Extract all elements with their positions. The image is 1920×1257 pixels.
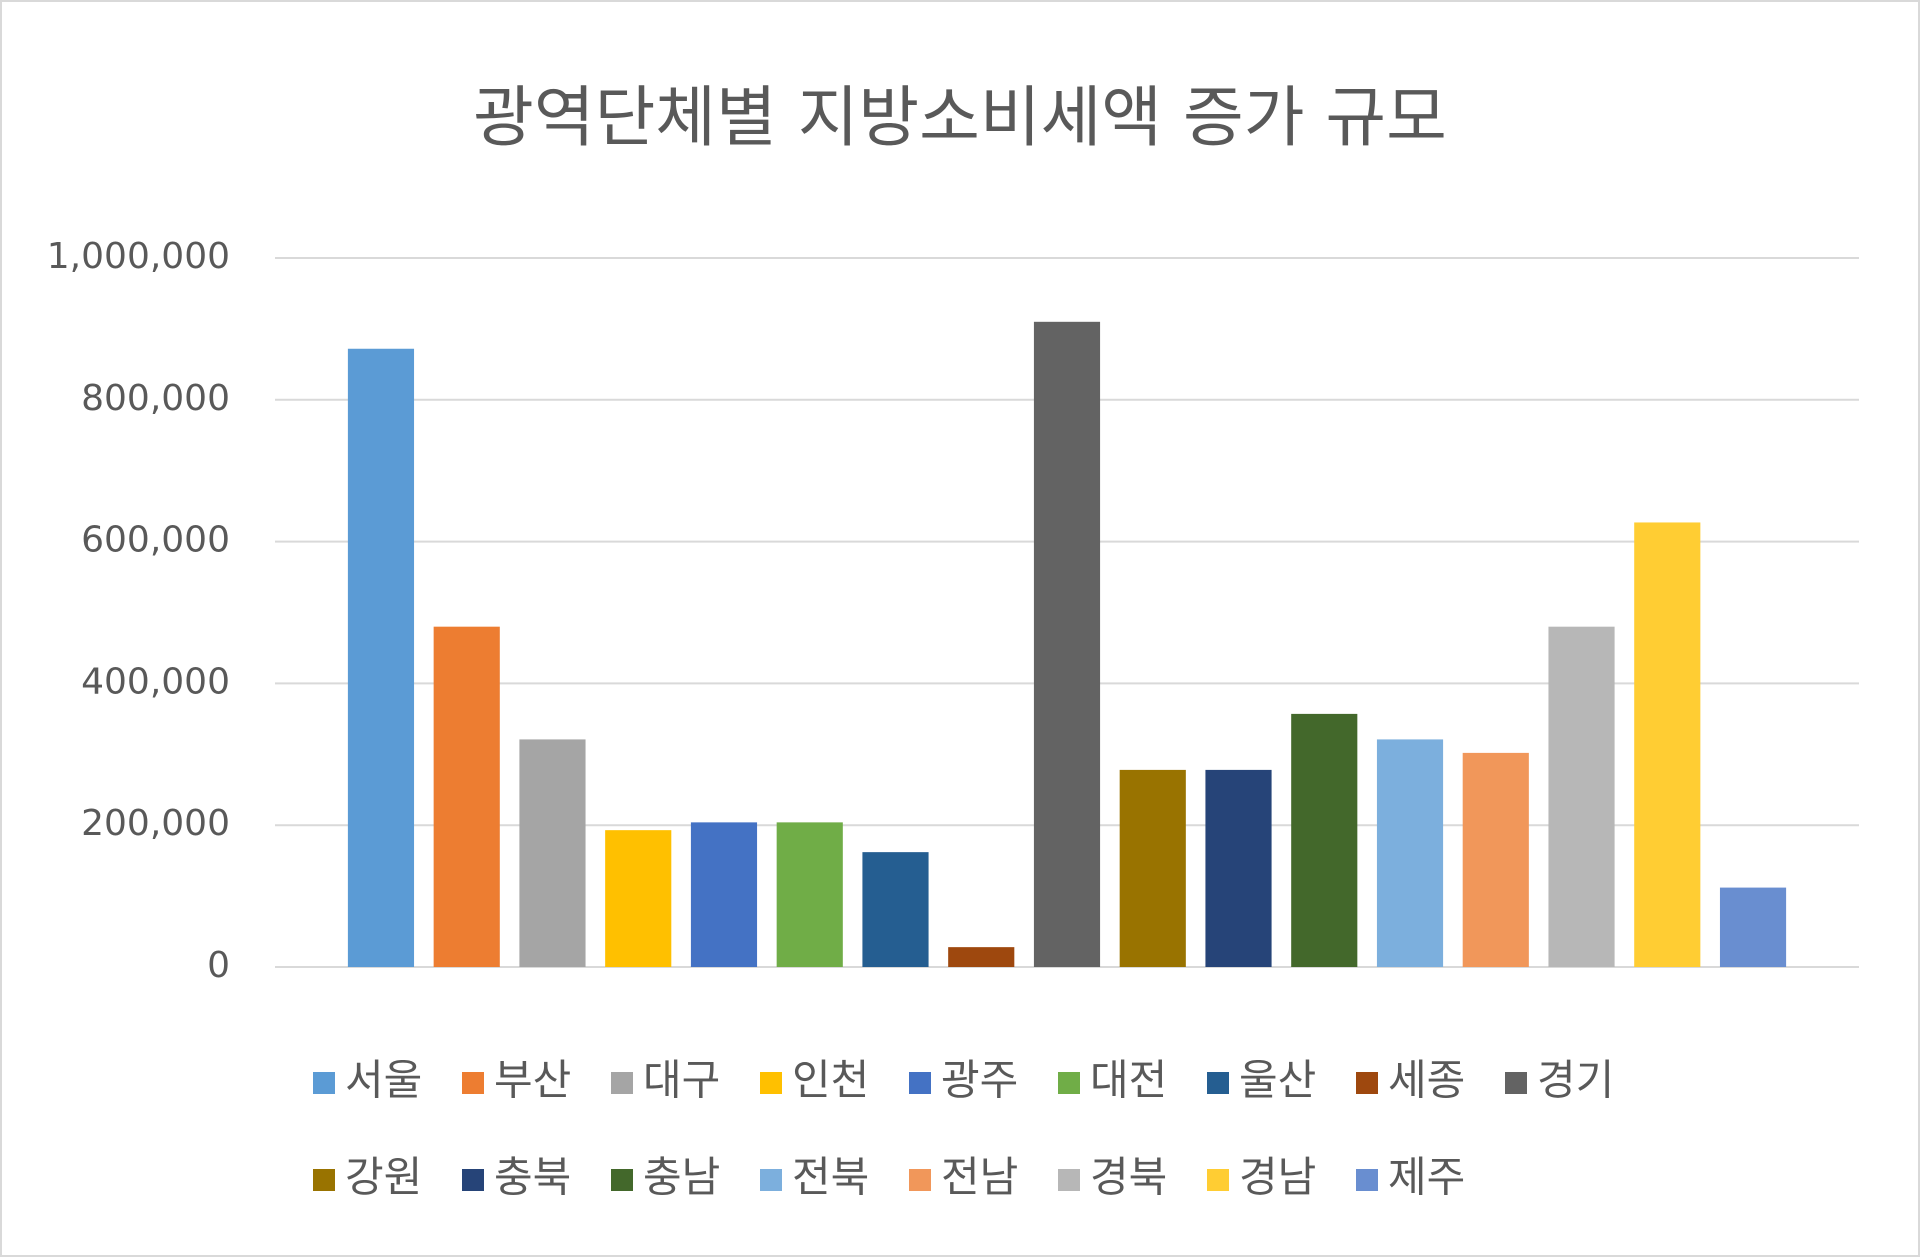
legend-swatch — [1505, 1072, 1527, 1094]
legend-label: 세종 — [1388, 1056, 1465, 1105]
bar — [948, 947, 1015, 967]
legend-swatch — [1207, 1169, 1229, 1191]
bar — [1719, 887, 1787, 967]
legend-swatch — [611, 1169, 633, 1191]
bar — [1634, 522, 1701, 967]
legend-swatch — [1058, 1169, 1080, 1191]
legend-swatch — [313, 1072, 335, 1094]
legend-label: 충남 — [643, 1153, 720, 1202]
bar — [1291, 713, 1358, 967]
bar — [776, 822, 843, 967]
legend-label: 인천 — [792, 1056, 869, 1105]
y-tick-label: 600,000 — [81, 520, 230, 561]
legend-label: 강원 — [345, 1153, 422, 1202]
legend-label: 제주 — [1388, 1153, 1465, 1202]
bar — [347, 348, 415, 967]
legend-swatch — [462, 1072, 484, 1094]
legend-swatch — [462, 1169, 484, 1191]
chart-title: 광역단체별 지방소비세액 증가 규모 — [473, 79, 1447, 156]
legend-swatch — [909, 1169, 931, 1191]
legend-swatch — [1356, 1169, 1378, 1191]
legend-swatch — [909, 1072, 931, 1094]
legend-swatch — [611, 1072, 633, 1094]
bar — [1548, 626, 1615, 967]
bar — [690, 822, 758, 967]
bar — [1119, 769, 1186, 967]
legend-swatch — [1058, 1072, 1080, 1094]
legend-label: 경북 — [1090, 1153, 1167, 1202]
y-tick-label: 200,000 — [81, 803, 230, 844]
legend-label: 충북 — [494, 1153, 571, 1202]
legend-label: 대구 — [643, 1056, 720, 1105]
bar — [862, 852, 929, 967]
legend-swatch — [313, 1169, 335, 1191]
legend-swatch — [760, 1169, 782, 1191]
bar — [1033, 321, 1101, 967]
bar — [1205, 769, 1272, 967]
legend-label: 서울 — [345, 1056, 422, 1105]
bar — [519, 739, 586, 967]
legend-swatch — [1207, 1072, 1229, 1094]
bar — [1462, 752, 1529, 967]
legend-label: 부산 — [494, 1056, 571, 1105]
y-tick-label: 400,000 — [81, 661, 230, 702]
y-tick-label: 800,000 — [81, 378, 230, 419]
y-tick-label: 0 — [207, 945, 230, 986]
legend-swatch — [760, 1072, 782, 1094]
legend-label: 전북 — [792, 1153, 869, 1202]
legend-label: 광주 — [941, 1056, 1018, 1105]
legend-swatch — [1356, 1072, 1378, 1094]
legend-label: 대전 — [1090, 1056, 1167, 1105]
legend-label: 경남 — [1239, 1153, 1316, 1202]
legend-label: 전남 — [941, 1153, 1018, 1202]
legend-label: 울산 — [1239, 1056, 1316, 1105]
bar — [1376, 739, 1444, 967]
bar — [605, 830, 672, 967]
y-tick-label: 1,000,000 — [47, 236, 230, 277]
bar — [433, 626, 500, 967]
legend-label: 경기 — [1537, 1056, 1614, 1105]
